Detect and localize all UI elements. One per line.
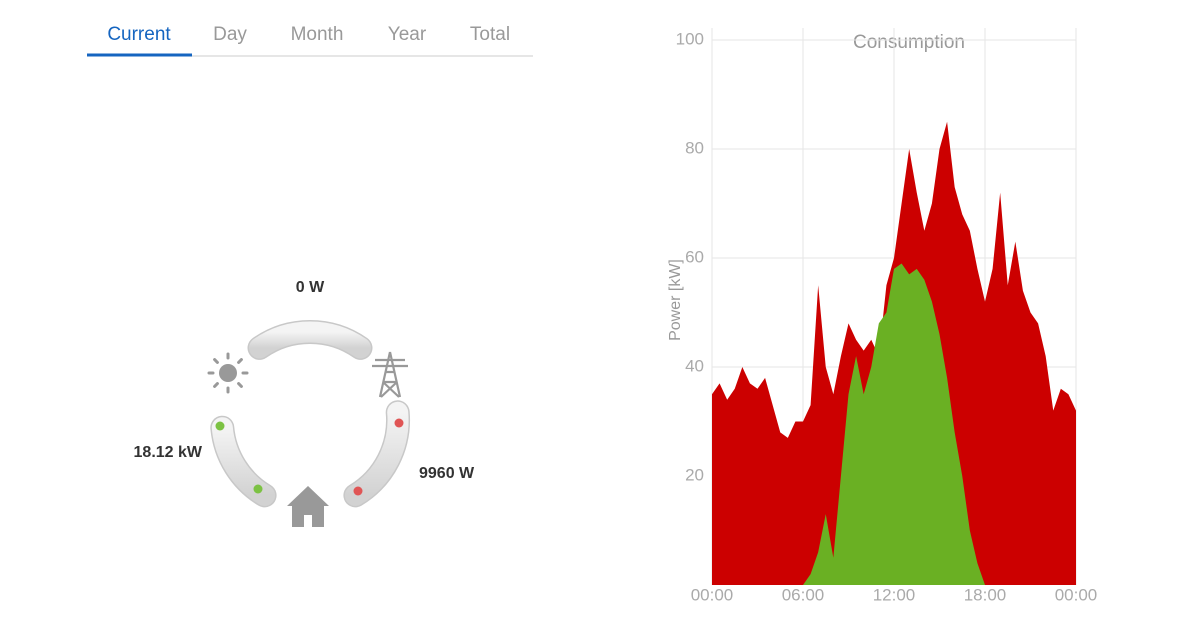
sun-icon (207, 352, 249, 394)
tab[interactable]: Total (470, 24, 510, 45)
flow-value: 0 W (296, 279, 325, 296)
x-tick-label: 06:00 (782, 585, 825, 604)
flow-dot (253, 484, 263, 494)
x-tick-label: 00:00 (691, 585, 734, 604)
y-tick-label: 60 (685, 247, 704, 266)
x-tick-label: 18:00 (964, 585, 1007, 604)
flow-diagram (210, 319, 411, 508)
tab[interactable]: Month (291, 24, 344, 45)
flow-dot (353, 486, 363, 496)
tab[interactable]: Day (213, 24, 247, 45)
flow-value: 18.12 kW (133, 444, 202, 461)
grid-icon (372, 351, 408, 398)
x-tick-label: 00:00 (1055, 585, 1098, 604)
y-tick-label: 100 (676, 29, 704, 48)
house-icon (287, 486, 329, 527)
y-tick-label: 20 (685, 465, 704, 484)
tab[interactable]: Year (388, 24, 427, 45)
flow-dot (394, 418, 404, 428)
flow-dot (215, 421, 225, 431)
y-tick-label: 40 (685, 356, 704, 375)
flow-value: 9960 W (419, 465, 475, 482)
y-axis-label: Power [kW] (667, 259, 684, 341)
y-tick-label: 80 (685, 138, 704, 157)
x-tick-label: 12:00 (873, 585, 916, 604)
chart-title: Consumption (853, 32, 965, 53)
area (712, 263, 1076, 585)
tab[interactable]: Current (107, 24, 171, 45)
